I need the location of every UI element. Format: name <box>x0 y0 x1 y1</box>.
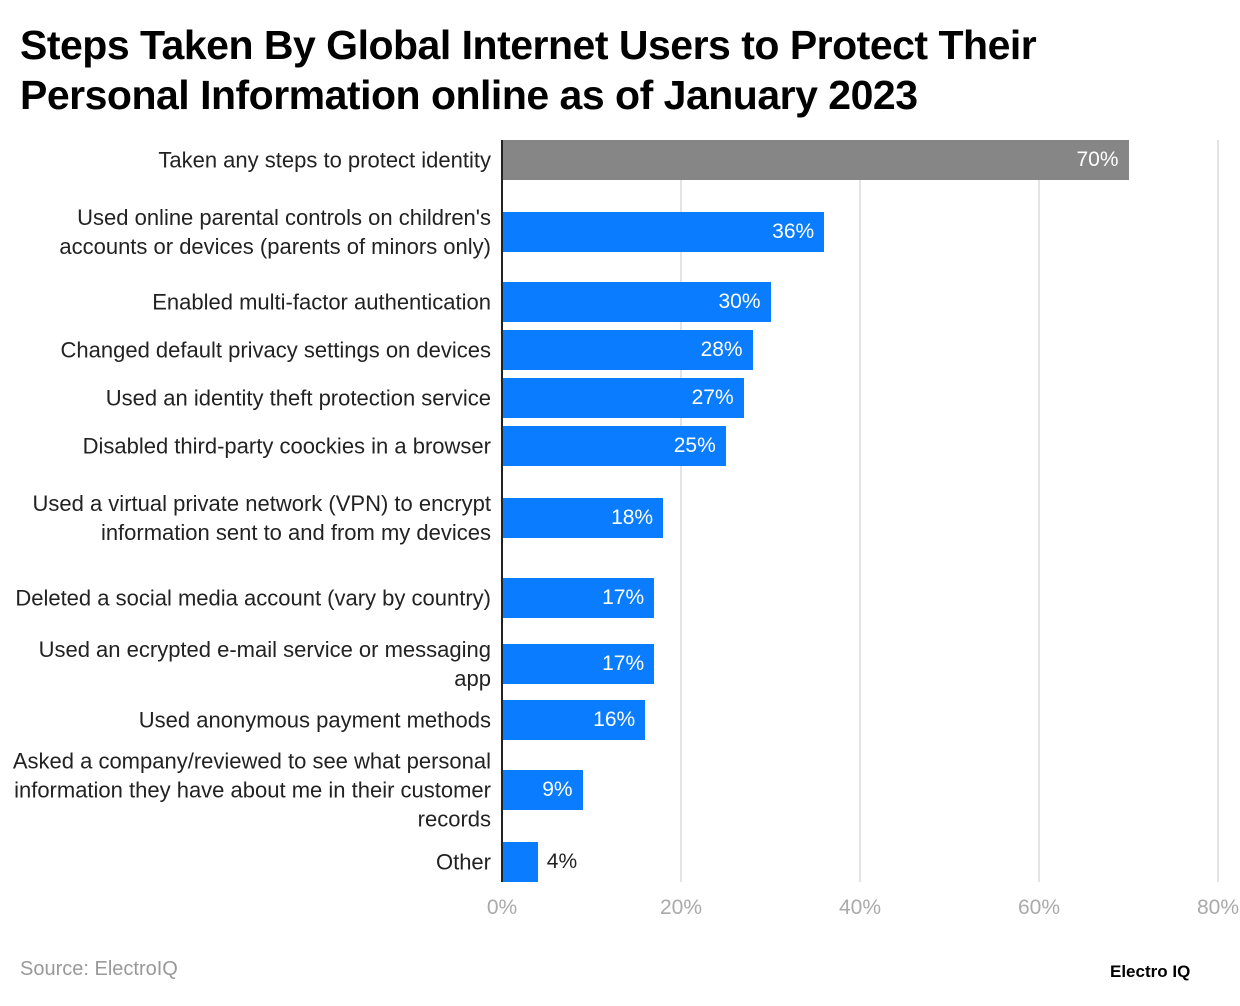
data-label: 27% <box>691 386 734 409</box>
category-label: Changed default privacy settings on devi… <box>60 337 491 363</box>
data-label: 16% <box>593 708 636 731</box>
bar <box>503 770 583 810</box>
bar <box>503 282 771 322</box>
x-tick-label: 20% <box>659 896 703 919</box>
data-label: 17% <box>602 652 645 675</box>
x-tick-label: 60% <box>1017 896 1061 919</box>
bar <box>503 700 646 740</box>
category-label: Used an ecrypted e-mail service or messa… <box>38 637 491 691</box>
category-label: Other <box>435 849 491 875</box>
category-label: Used a virtual private network (VPN) to … <box>32 491 491 545</box>
category-label: Taken any steps to protect identity <box>158 147 491 173</box>
data-label: 30% <box>718 290 761 313</box>
data-label: 9% <box>542 778 573 801</box>
data-label: 36% <box>772 220 815 243</box>
data-label: 17% <box>602 586 645 609</box>
bar <box>503 378 744 418</box>
category-label: Disabled third-party coockies in a brows… <box>82 433 491 459</box>
bar <box>503 498 664 538</box>
x-tick-label: 40% <box>838 896 882 919</box>
bar <box>503 644 655 684</box>
x-tick-label: 0% <box>486 896 518 919</box>
bar <box>503 426 726 466</box>
electroiq-logo: Electro IQ <box>1110 962 1191 981</box>
bar <box>503 330 753 370</box>
category-label: Used online parental controls on childre… <box>59 205 491 259</box>
data-label: 28% <box>700 338 743 361</box>
category-label: Asked a company/reviewed to see what per… <box>12 748 491 832</box>
bar <box>503 140 1129 180</box>
bar <box>503 578 655 618</box>
gridline <box>680 140 682 882</box>
gridline <box>1038 140 1040 882</box>
category-label: Enabled multi-factor authentication <box>152 289 491 315</box>
bar <box>503 212 825 252</box>
x-tick-label: 80% <box>1196 896 1240 919</box>
data-label: 70% <box>1076 148 1119 171</box>
data-label: 25% <box>673 434 716 457</box>
category-label: Used an identity theft protection servic… <box>105 385 491 411</box>
data-label: 4% <box>546 850 578 873</box>
gridline <box>1217 140 1219 882</box>
y-axis-line <box>501 140 503 882</box>
source-note: Source: ElectroIQ <box>20 958 178 980</box>
category-label: Used anonymous payment methods <box>138 707 491 733</box>
category-label: Deleted a social media account (vary by … <box>15 585 491 611</box>
data-label: 18% <box>611 506 654 529</box>
chart-title: Steps Taken By Global Internet Users to … <box>20 22 1037 118</box>
bar <box>503 842 538 882</box>
gridline <box>859 140 861 882</box>
